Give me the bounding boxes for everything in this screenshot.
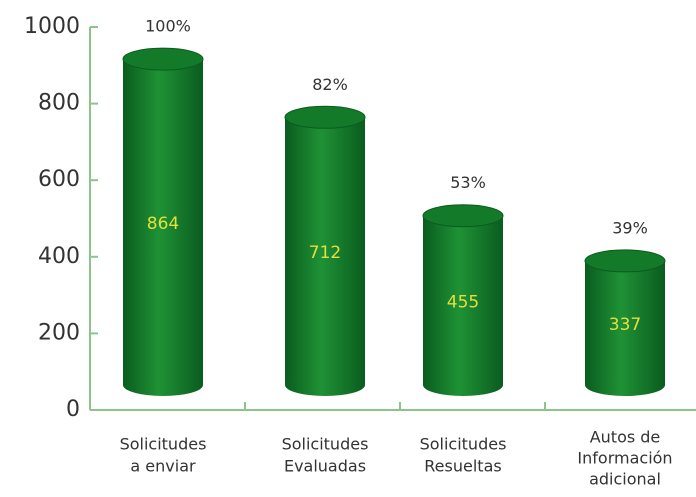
value-label: 864	[147, 214, 179, 234]
y-tick-label: 200	[38, 320, 80, 345]
cylinder-top	[584, 249, 666, 273]
cylinder-body	[285, 117, 365, 385]
x-tick-label: Solicitudes	[420, 435, 507, 454]
percent-label: 53%	[450, 173, 486, 192]
percent-label: 82%	[312, 75, 348, 94]
cylinder-bottom	[285, 374, 365, 396]
x-tick-label: Solicitudes	[120, 435, 207, 454]
x-tick-label: a enviar	[130, 457, 196, 476]
cylinder-top	[422, 204, 504, 228]
cylinder-body	[123, 59, 203, 385]
y-tick-label: 600	[38, 167, 80, 192]
cylinder-bottom	[585, 374, 665, 396]
cylinder-bottom	[123, 374, 203, 396]
cylinder	[422, 204, 504, 396]
cylinder-body	[585, 260, 665, 385]
y-tick-label: 1000	[24, 14, 80, 39]
x-tick-label: Solicitudes	[282, 435, 369, 454]
cylinder-body	[423, 215, 503, 385]
value-label: 712	[309, 243, 341, 263]
x-tick-label: Autos de	[590, 428, 661, 447]
x-tick-label: Resueltas	[424, 457, 501, 476]
cylinder	[584, 249, 666, 396]
cylinder-bottom	[423, 374, 503, 396]
percent-label: 100%	[145, 17, 191, 36]
value-label: 337	[609, 315, 641, 335]
x-tick-label: Información	[577, 449, 672, 468]
y-tick-label: 400	[38, 244, 80, 269]
cylinder	[284, 105, 366, 396]
value-label: 455	[447, 292, 479, 312]
x-tick-label: Evaluadas	[284, 457, 366, 476]
cylinder-top	[122, 47, 204, 71]
percent-label: 39%	[612, 218, 648, 237]
cylinder-top	[284, 105, 366, 129]
x-tick-label: adicional	[589, 470, 661, 489]
cylinder	[122, 47, 204, 396]
y-tick-label: 800	[38, 91, 80, 116]
y-tick-label: 0	[66, 397, 80, 422]
